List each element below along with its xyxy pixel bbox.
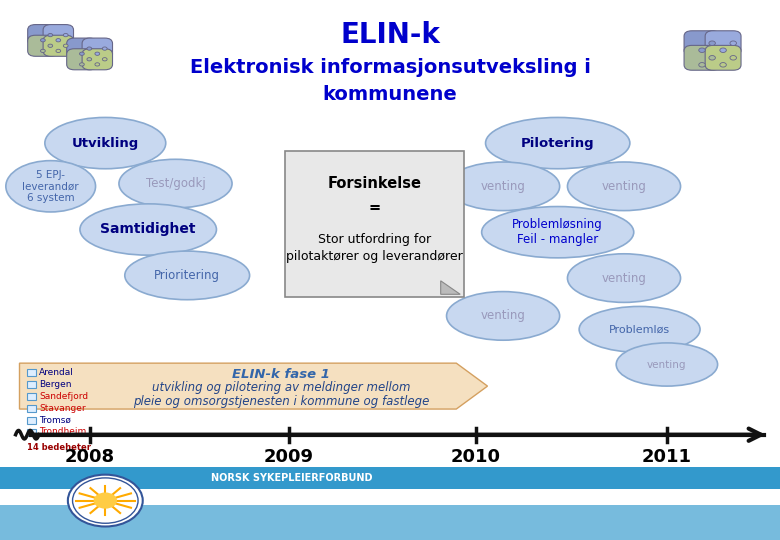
Text: utvikling og pilotering av meldinger mellom: utvikling og pilotering av meldinger mel… xyxy=(151,381,410,394)
Text: 2010: 2010 xyxy=(451,448,501,466)
Circle shape xyxy=(95,63,100,66)
FancyBboxPatch shape xyxy=(705,31,741,56)
Bar xyxy=(0,505,780,540)
Bar xyxy=(27,369,36,376)
Text: kommunene: kommunene xyxy=(323,85,457,104)
Circle shape xyxy=(730,56,736,60)
Ellipse shape xyxy=(80,204,216,255)
Text: Problemløs: Problemløs xyxy=(609,325,670,334)
FancyBboxPatch shape xyxy=(67,49,97,70)
Circle shape xyxy=(63,33,68,37)
FancyBboxPatch shape xyxy=(43,24,73,45)
Text: ELIN-k fase 1: ELIN-k fase 1 xyxy=(232,368,330,381)
Text: 2008: 2008 xyxy=(65,448,115,466)
Circle shape xyxy=(41,49,45,52)
Text: 2011: 2011 xyxy=(642,448,692,466)
Text: venting: venting xyxy=(480,309,526,322)
Text: Stor utfordring for
pilotaktører og leverandører: Stor utfordring for pilotaktører og leve… xyxy=(286,233,463,264)
Circle shape xyxy=(720,63,726,67)
Text: Tromsø: Tromsø xyxy=(39,416,71,424)
FancyBboxPatch shape xyxy=(705,45,741,70)
FancyBboxPatch shape xyxy=(28,35,58,56)
Circle shape xyxy=(709,41,715,45)
Ellipse shape xyxy=(446,292,559,340)
Ellipse shape xyxy=(579,306,700,353)
Circle shape xyxy=(699,63,705,67)
Circle shape xyxy=(720,48,726,52)
Text: Forsinkelse: Forsinkelse xyxy=(328,176,421,191)
Circle shape xyxy=(56,49,61,52)
Text: 14 bedeheter: 14 bedeheter xyxy=(27,443,90,452)
Ellipse shape xyxy=(485,118,629,168)
Text: Stavanger: Stavanger xyxy=(39,404,86,413)
Text: Problemløsning
Feil - mangler: Problemløsning Feil - mangler xyxy=(512,218,603,246)
Circle shape xyxy=(102,47,107,50)
Ellipse shape xyxy=(568,162,680,211)
Text: ELIN-k: ELIN-k xyxy=(340,21,440,49)
Circle shape xyxy=(68,475,143,526)
Bar xyxy=(27,381,36,388)
Circle shape xyxy=(63,44,68,48)
Text: venting: venting xyxy=(601,272,647,285)
Circle shape xyxy=(87,47,92,50)
Polygon shape xyxy=(441,281,460,294)
Text: Utvikling: Utvikling xyxy=(72,137,139,150)
Text: =: = xyxy=(368,200,381,215)
Bar xyxy=(27,393,36,400)
Ellipse shape xyxy=(481,207,633,258)
Circle shape xyxy=(709,56,715,60)
Bar xyxy=(27,417,36,424)
Ellipse shape xyxy=(45,118,165,168)
Text: venting: venting xyxy=(480,180,526,193)
Text: 5 EPJ-
leverandør
6 system: 5 EPJ- leverandør 6 system xyxy=(23,170,79,203)
FancyBboxPatch shape xyxy=(67,38,97,59)
Circle shape xyxy=(48,33,53,37)
Circle shape xyxy=(80,63,84,66)
Ellipse shape xyxy=(125,251,250,300)
Text: 2009: 2009 xyxy=(264,448,314,466)
Circle shape xyxy=(730,41,736,45)
FancyBboxPatch shape xyxy=(28,24,58,45)
Text: Arendal: Arendal xyxy=(39,368,74,377)
Text: NORSK SYKEPLEIERFORBUND: NORSK SYKEPLEIERFORBUND xyxy=(211,473,372,483)
Text: Pilotering: Pilotering xyxy=(521,137,594,150)
FancyBboxPatch shape xyxy=(82,38,112,59)
FancyBboxPatch shape xyxy=(43,35,73,56)
FancyBboxPatch shape xyxy=(285,151,464,297)
FancyBboxPatch shape xyxy=(684,45,720,70)
Circle shape xyxy=(41,38,45,42)
Text: Trondheim: Trondheim xyxy=(39,428,87,436)
Text: Sandefjord: Sandefjord xyxy=(39,392,88,401)
Circle shape xyxy=(87,58,92,61)
Text: pleie og omsorgstjenesten i kommune og fastlege: pleie og omsorgstjenesten i kommune og f… xyxy=(133,395,429,408)
Circle shape xyxy=(102,58,107,61)
Text: Samtidighet: Samtidighet xyxy=(101,222,196,237)
Text: Bergen: Bergen xyxy=(39,380,72,389)
Ellipse shape xyxy=(446,162,559,211)
Circle shape xyxy=(56,38,61,42)
Text: Prioritering: Prioritering xyxy=(154,269,220,282)
Text: venting: venting xyxy=(647,360,686,369)
Text: venting: venting xyxy=(601,180,647,193)
Ellipse shape xyxy=(568,254,680,302)
Ellipse shape xyxy=(6,161,96,212)
Polygon shape xyxy=(20,363,488,409)
Ellipse shape xyxy=(119,159,232,208)
Circle shape xyxy=(95,52,100,56)
Bar xyxy=(0,467,780,489)
Text: Elektronisk informasjonsutveksling i: Elektronisk informasjonsutveksling i xyxy=(190,58,590,77)
Circle shape xyxy=(94,492,117,509)
FancyBboxPatch shape xyxy=(684,31,720,56)
Ellipse shape xyxy=(616,343,718,386)
Text: Test/godkj: Test/godkj xyxy=(146,177,205,190)
Circle shape xyxy=(699,48,705,52)
Bar xyxy=(27,405,36,412)
Circle shape xyxy=(48,44,53,48)
FancyBboxPatch shape xyxy=(82,49,112,70)
Bar xyxy=(27,429,36,436)
Circle shape xyxy=(80,52,84,56)
